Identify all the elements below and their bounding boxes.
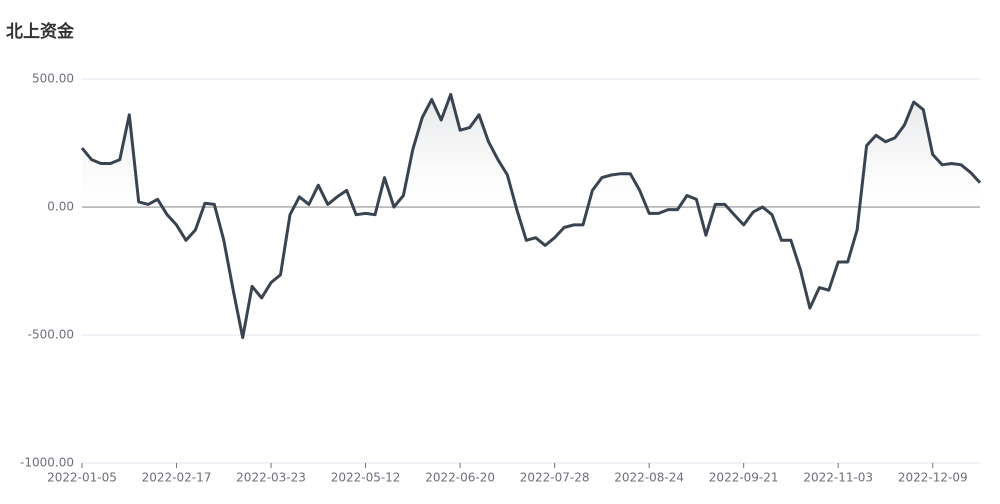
x-tick-label: 2022-03-23 — [236, 471, 306, 485]
y-tick-label: 500.00 — [32, 72, 74, 86]
y-tick-label: 0.00 — [47, 200, 74, 214]
x-tick-label: 2022-06-20 — [425, 471, 495, 485]
x-tick-label: 2022-12-09 — [898, 471, 968, 485]
x-tick-label: 2022-09-21 — [709, 471, 779, 485]
area — [82, 94, 980, 338]
x-tick-label: 2022-08-24 — [614, 471, 684, 485]
x-tick-label: 2022-05-12 — [331, 471, 401, 485]
y-tick-label: -1000.00 — [20, 456, 74, 470]
x-tick-label: 2022-07-28 — [520, 471, 590, 485]
line — [80, 92, 982, 340]
x-tick-label: 2022-11-03 — [803, 471, 873, 485]
x-tick-label: 2022-01-05 — [47, 471, 117, 485]
y-tick-label: -500.00 — [28, 328, 74, 342]
x-tick-label: 2022-02-17 — [142, 471, 212, 485]
chart-title: 北上资金 — [6, 21, 75, 42]
